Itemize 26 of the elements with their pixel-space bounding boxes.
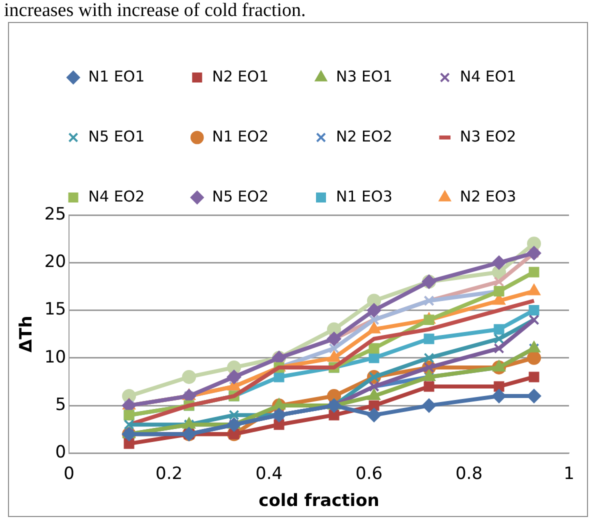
legend-label: N2 EO1 [212, 67, 269, 86]
legend-label: N1 EO3 [336, 187, 392, 206]
x-tick-label: 0.6 [355, 464, 383, 484]
y-tick-label: 0 [55, 442, 66, 463]
y-axis-title: ΔTh [16, 316, 37, 353]
legend-label: N5 EO2 [212, 187, 269, 206]
y-tick-label: 10 [44, 347, 66, 368]
x-tick-label: 0.4 [255, 464, 283, 484]
x-tick-label: 0.8 [455, 464, 483, 484]
x-axis-title: cold fraction [258, 491, 380, 512]
text: increases with increase of cold fraction. [3, 0, 307, 22]
y-tick-label: 20 [44, 252, 66, 272]
y-tick-label: 5 [55, 394, 66, 415]
legend-label: N1 EO1 [88, 67, 145, 86]
legend-label: N2 EO2 [336, 127, 392, 146]
x-tick-label: 1 [564, 464, 574, 484]
x-tick-label: 0.2 [156, 464, 183, 484]
y-tick-label: 25 [44, 204, 66, 224]
legend-label: N1 EO2 [212, 127, 269, 146]
legend-label: N4 EO2 [88, 187, 145, 206]
legend-label: N3 EO1 [336, 67, 392, 86]
legend-label: N3 EO2 [460, 127, 516, 146]
legend-label: N5 EO1 [88, 127, 145, 146]
legend-label: N4 EO1 [460, 67, 516, 86]
y-tick-label: 15 [44, 300, 66, 320]
legend-label: N2 EO3 [460, 187, 516, 206]
